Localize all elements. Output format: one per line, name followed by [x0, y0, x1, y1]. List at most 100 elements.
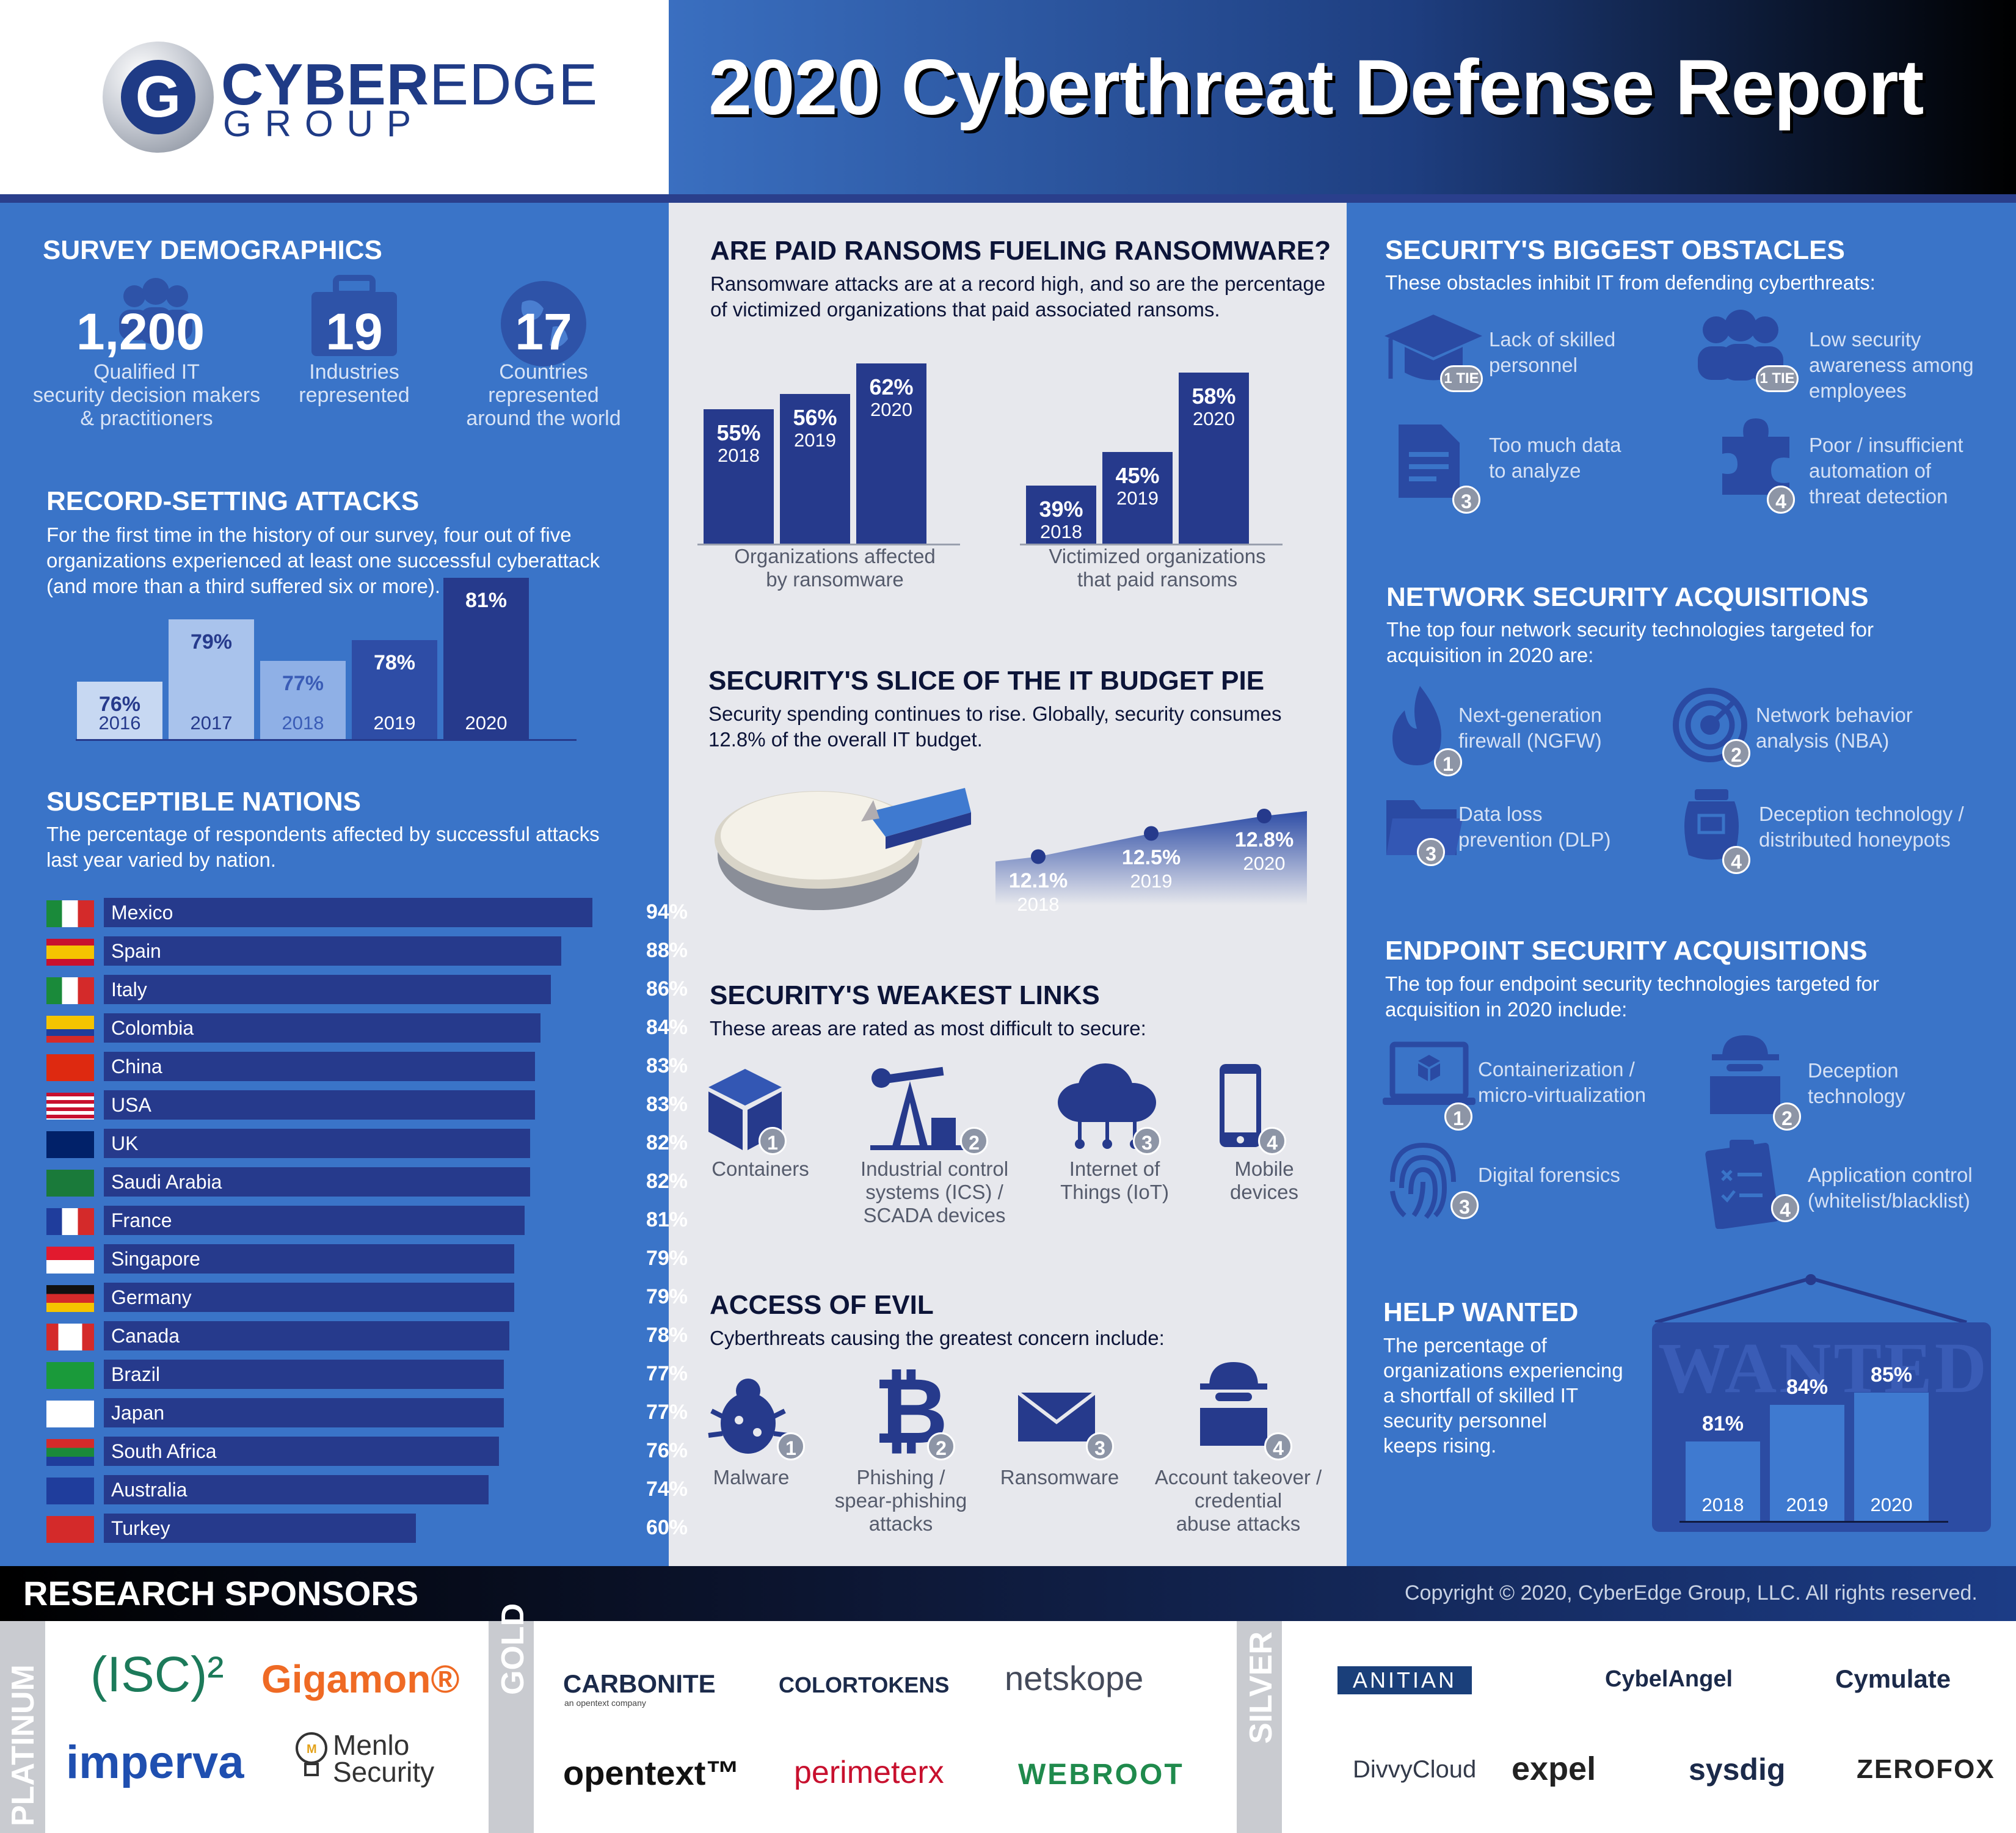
record-bar-year: 2018 [282, 712, 324, 734]
budget-year: 2019 [1130, 870, 1173, 892]
evil-badge-3: 3 [1086, 1432, 1114, 1460]
record-attacks-chart: 76% 2016 79% 2017 77% 2018 78% 2019 81% 2020 [76, 578, 578, 741]
label-line: Deception technology / [1759, 803, 1964, 825]
label-line: Application control [1808, 1164, 1973, 1186]
flag-icon [46, 900, 94, 927]
label-line: Phishing / [856, 1466, 945, 1489]
desc-line: The top four network security technologi… [1386, 618, 1874, 641]
sponsor-carbonite-tagline: an opentext company [564, 1698, 646, 1708]
label-line: personnel [1489, 354, 1578, 376]
nation-name: Singapore [111, 1248, 200, 1270]
network-label-3: Data loss prevention (DLP) [1458, 801, 1610, 853]
network-title: NETWORK SECURITY ACQUISITIONS [1386, 582, 1869, 612]
demo-value-countries: 17 [515, 303, 572, 360]
record-bar-year: 2016 [98, 712, 141, 734]
budget-point-2018 [1031, 849, 1046, 864]
label-line: Containers [711, 1157, 809, 1180]
obstacle-label-2: Low security awareness among employees [1809, 327, 1974, 404]
weakest-badge-2: 2 [960, 1127, 988, 1155]
susceptible-desc: The percentage of respondents affected b… [46, 822, 657, 873]
record-bar-label: 81% [465, 589, 508, 612]
caption-line: that paid ransoms [1077, 568, 1238, 591]
report-title: 2020 Cyberthreat Defense Report [708, 44, 1924, 131]
sponsor-opentext: opentext™ [563, 1754, 740, 1792]
ransom-desc: Ransomware attacks are at a record high,… [710, 271, 1333, 323]
nation-value: 77% [646, 1401, 688, 1424]
label-line: Data loss [1458, 803, 1543, 825]
tier-band-gold [489, 1621, 534, 1833]
demo-label-line: around the world [466, 407, 621, 430]
budget-title: SECURITY'S SLICE OF THE IT BUDGET PIE [708, 666, 1265, 696]
demo-label-line: Industries [309, 360, 399, 384]
ransom-title: ARE PAID RANSOMS FUELING RANSOMWARE? [710, 236, 1331, 266]
label-line: awareness among [1809, 354, 1974, 376]
nation-name: Colombia [111, 1017, 194, 1039]
label-line: firewall (NGFW) [1458, 729, 1602, 752]
label-line: Internet of [1069, 1157, 1160, 1180]
tier-band-platinum [0, 1621, 45, 1833]
laptop-icon [1383, 1041, 1476, 1105]
endpoint-label-1: Containerization / micro-virtualization [1478, 1057, 1646, 1108]
label-line: Next-generation [1458, 704, 1602, 726]
evil-label-3: Ransomware [989, 1466, 1130, 1489]
label-line: employees [1809, 379, 1907, 402]
sponsor-netskope: netskope [1005, 1659, 1144, 1697]
budget-point-2019 [1144, 826, 1159, 841]
nation-row-usa: USA 83% [46, 1090, 688, 1120]
obstacle-badge-3: 3 [1452, 486, 1480, 514]
nation-bar [104, 975, 551, 1004]
ransom-caption-b: Victimized organizations that paid ranso… [1026, 545, 1289, 591]
envelope-icon [1017, 1391, 1096, 1441]
nation-row-china: China 83% [46, 1052, 688, 1081]
record-bar-label: 77% [282, 672, 324, 695]
nation-row-saudi-arabia: Saudi Arabia 82% [46, 1167, 688, 1197]
ransom-bar-label: 45% [1115, 463, 1160, 488]
label-line: abuse attacks [1176, 1512, 1301, 1535]
ransom-axis [697, 544, 960, 545]
sign-hanger-icon [1654, 1274, 1967, 1322]
nation-bar [104, 1360, 504, 1389]
ransom-bar-year: 2018 [718, 445, 760, 466]
demo-value-decision-makers: 1,200 [76, 303, 205, 360]
endpoint-label-3: Digital forensics [1478, 1162, 1620, 1188]
sponsor-anitian: ANITIAN [1352, 1667, 1457, 1693]
obstacle-badge-4: 4 [1767, 486, 1795, 514]
nation-value: 79% [646, 1247, 688, 1270]
ransom-bar-year: 2019 [794, 429, 836, 451]
demo-label-line: represented [488, 384, 599, 407]
help-bar-year: 2018 [1701, 1494, 1744, 1515]
nation-bar [104, 898, 592, 927]
desc-line: acquisition in 2020 are: [1386, 644, 1594, 666]
demo-value-industries: 19 [326, 303, 383, 360]
label-line: Poor / insufficient [1809, 434, 1963, 456]
label-line: prevention (DLP) [1458, 828, 1611, 851]
record-bar-2018 [260, 661, 346, 739]
nation-row-turkey: Turkey 60% [46, 1514, 688, 1543]
sponsor-zerofox: ZEROFOX [1857, 1754, 1995, 1784]
label-line: attacks [868, 1512, 933, 1535]
nation-row-mexico: Mexico 94% [46, 898, 688, 927]
demo-label-industries: Industries represented [269, 360, 440, 407]
sponsor-divvycloud: DivvyCloud [1353, 1756, 1477, 1783]
checklist-icon [1705, 1140, 1779, 1229]
budget-area-svg [995, 809, 1307, 905]
sponsor-cymulate: Cymulate [1835, 1664, 1951, 1693]
ransom-bar-label: 55% [716, 420, 761, 445]
record-bar-2017 [169, 619, 254, 739]
ransom-a-bar-2020 [856, 363, 926, 544]
susceptible-title: SUSCEPTIBLE NATIONS [46, 787, 362, 817]
flame-icon [1392, 686, 1441, 765]
flag-icon [46, 1362, 94, 1389]
label-line: (whitelist/blacklist) [1808, 1189, 1970, 1212]
logo-name-bold: CYBER [221, 52, 430, 117]
demo-label-line: Countries [499, 360, 588, 384]
nation-value: 81% [646, 1208, 688, 1231]
obstacles-desc: These obstacles inhibit IT from defendin… [1385, 271, 1876, 294]
nation-name: Brazil [111, 1363, 161, 1385]
nation-bar [104, 1283, 515, 1312]
ransom-bar-year: 2018 [1040, 521, 1082, 542]
logo-letter: G [135, 64, 181, 129]
record-bar-label: 76% [98, 693, 141, 716]
flag-icon [46, 1401, 94, 1427]
record-bar-2020 [443, 578, 529, 739]
